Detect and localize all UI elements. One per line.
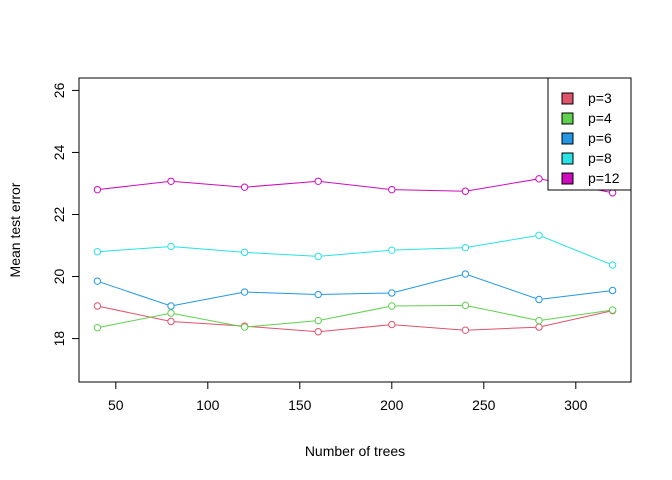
legend-swatch — [561, 112, 574, 125]
data-point-p-4 — [461, 301, 470, 310]
data-point-p-4 — [240, 323, 249, 331]
data-point-p-12 — [93, 185, 102, 194]
x-axis: 50 100 150 200 250 300 — [108, 381, 588, 413]
data-point-p-6 — [388, 289, 396, 297]
data-point-p-4 — [167, 309, 175, 317]
data-point-p-4 — [314, 316, 322, 325]
data-point-p-6 — [461, 270, 470, 278]
x-tick-label: 200 — [380, 397, 404, 413]
y-tick-label: 24 — [51, 144, 67, 160]
data-point-p-12 — [167, 177, 175, 185]
legend-swatch — [561, 92, 574, 105]
legend-swatch — [561, 172, 574, 185]
x-tick-label: 250 — [472, 397, 496, 413]
series-line-p-4 — [97, 304, 613, 329]
data-point-p-8 — [93, 248, 102, 256]
data-point-p-6 — [608, 286, 617, 295]
legend-label: p=4 — [588, 110, 612, 126]
data-point-p-6 — [314, 290, 322, 299]
series-line-p-6 — [97, 273, 613, 307]
data-point-p-3 — [314, 328, 322, 336]
legend-label: p=6 — [588, 130, 612, 146]
x-tick-label: 50 — [108, 397, 124, 413]
data-point-p-3 — [461, 326, 470, 334]
data-point-p-4 — [608, 306, 617, 314]
data-point-p-12 — [608, 189, 617, 197]
series-line-p-8 — [97, 234, 613, 266]
series-line-p-3 — [97, 305, 613, 333]
data-point-p-6 — [93, 277, 102, 285]
y-tick-label: 20 — [51, 269, 67, 285]
data-point-p-8 — [608, 261, 617, 269]
data-point-p-12 — [240, 183, 249, 191]
data-point-p-3 — [535, 323, 543, 331]
legend-label: p=12 — [588, 170, 620, 186]
data-point-p-6 — [240, 288, 249, 296]
data-point-p-6 — [535, 295, 543, 304]
data-point-p-3 — [93, 302, 102, 310]
data-point-p-12 — [388, 185, 396, 194]
legend-swatch — [561, 132, 574, 145]
y-tick-label: 18 — [51, 331, 67, 347]
y-tick-label: 22 — [51, 206, 67, 222]
data-point-p-8 — [314, 252, 322, 261]
legend-swatch — [561, 152, 574, 165]
data-point-p-12 — [314, 177, 322, 185]
x-tick-label: 150 — [288, 397, 312, 413]
data-point-p-4 — [535, 316, 543, 325]
data-point-p-4 — [388, 302, 396, 310]
data-point-p-8 — [461, 243, 470, 252]
x-tick-label: 100 — [196, 397, 220, 413]
data-point-p-6 — [167, 302, 175, 310]
data-point-p-12 — [535, 175, 543, 183]
x-tick-label: 300 — [564, 397, 588, 413]
legend-label: p=8 — [588, 150, 612, 166]
data-point-p-3 — [167, 317, 175, 326]
data-point-p-3 — [388, 320, 396, 329]
data-point-p-8 — [535, 231, 543, 239]
y-tick-label: 26 — [51, 82, 67, 98]
data-point-p-8 — [167, 242, 175, 251]
y-axis: 18 20 22 24 26 — [51, 82, 80, 347]
series-line-p-12 — [97, 178, 613, 194]
data-point-p-12 — [461, 187, 470, 195]
data-point-p-4 — [93, 324, 102, 332]
y-axis-title: Mean test error — [7, 182, 23, 277]
series-layer — [93, 175, 617, 336]
data-point-p-8 — [388, 246, 396, 254]
legend: p=3 p=4 p=6 p=8 p=12 — [547, 77, 632, 191]
legend-label: p=3 — [588, 90, 612, 106]
x-axis-title: Number of trees — [305, 443, 405, 459]
data-point-p-8 — [240, 248, 249, 257]
